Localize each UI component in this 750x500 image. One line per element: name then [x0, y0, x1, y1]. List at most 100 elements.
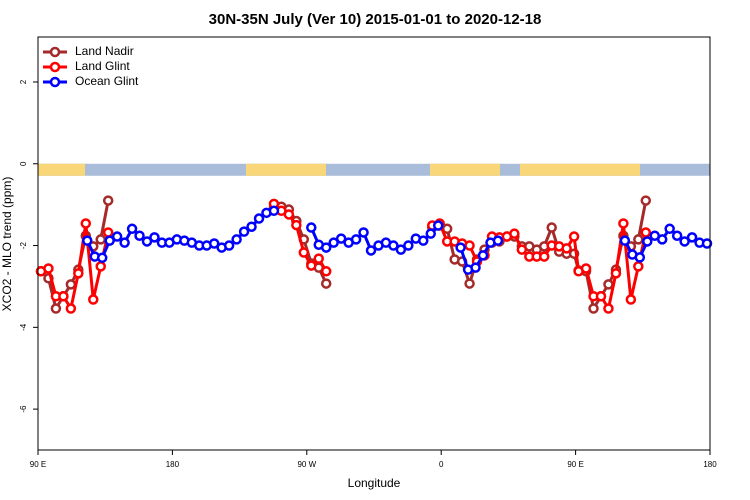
data-point: [625, 294, 637, 305]
data-point: [50, 303, 62, 314]
data-point: [246, 221, 257, 232]
data-point: [58, 290, 69, 302]
data-point: [104, 235, 115, 246]
data-point: [701, 238, 713, 249]
data-point: [335, 233, 347, 244]
data-point: [82, 235, 93, 246]
legend-label: Ocean Glint: [75, 74, 139, 88]
data-point: [633, 234, 644, 245]
x-tick-label: 90 E: [30, 460, 46, 469]
data-point: [470, 262, 481, 273]
data-point: [642, 236, 653, 247]
data-point: [134, 230, 145, 241]
y-tick-label: 2: [19, 79, 28, 84]
data-point: [328, 237, 339, 248]
legend-marker: [49, 46, 61, 58]
data-point: [546, 222, 557, 233]
x-tick-label: 90 W: [297, 460, 316, 469]
data-point: [656, 234, 668, 245]
legend-marker: [49, 76, 61, 88]
data-point: [633, 261, 644, 272]
data-point: [610, 268, 622, 279]
data-point: [80, 218, 92, 229]
data-point: [603, 303, 614, 314]
data-point: [102, 227, 114, 238]
data-point: [320, 278, 332, 289]
data-point: [603, 279, 614, 290]
data-point: [509, 228, 520, 239]
data-point: [618, 218, 629, 229]
data-point: [88, 294, 99, 305]
land-strip: [38, 163, 85, 176]
land-strip: [520, 163, 640, 176]
data-point: [119, 237, 130, 248]
legend-label: Land Nadir: [75, 44, 134, 58]
data-point: [320, 242, 332, 253]
data-point: [73, 268, 84, 279]
y-tick-label: -2: [19, 241, 28, 249]
data-point: [43, 263, 54, 274]
data-point: [102, 195, 114, 206]
data-point: [96, 252, 108, 264]
data-point: [640, 227, 652, 238]
plot-frame: [37, 36, 711, 451]
y-axis-label: XCO2 - MLO trend (ppm): [0, 177, 14, 312]
data-point: [686, 232, 698, 243]
data-point: [231, 234, 242, 245]
data-point: [418, 235, 429, 246]
data-point: [223, 240, 235, 251]
x-tick-label: 180: [166, 460, 180, 469]
data-point: [580, 263, 592, 274]
chart-title: 30N-35N July (Ver 10) 2015-01-01 to 2020…: [209, 11, 542, 28]
data-point: [268, 205, 280, 217]
data-point: [320, 266, 332, 277]
data-point: [634, 252, 646, 263]
y-tick-label: -4: [19, 323, 28, 331]
data-point: [568, 231, 580, 242]
data-point: [149, 232, 160, 243]
data-point: [95, 234, 106, 245]
data-point: [306, 222, 317, 233]
data-point: [640, 195, 652, 206]
data-point: [671, 230, 683, 241]
data-point: [238, 226, 250, 237]
data-point: [126, 223, 138, 235]
data-point: [141, 236, 153, 247]
data-point: [477, 250, 489, 261]
data-point: [65, 279, 77, 290]
x-tick-label: 90 E: [567, 460, 583, 469]
data-point: [538, 251, 550, 262]
data-point: [455, 242, 466, 253]
land-strip: [246, 163, 326, 176]
data-point: [313, 253, 324, 264]
data-point: [65, 303, 77, 314]
y-tick-label: 0: [19, 161, 28, 166]
data-point: [298, 247, 310, 258]
legend-label: Land Glint: [75, 59, 130, 73]
data-point: [492, 235, 504, 246]
land-strip: [430, 163, 500, 176]
data-point: [588, 303, 599, 314]
data-point: [358, 227, 369, 238]
data-point: [561, 243, 572, 254]
data-point: [664, 223, 675, 235]
x-tick-label: 180: [703, 460, 717, 469]
data-point: [395, 244, 407, 255]
data-point: [306, 260, 317, 271]
data-point: [619, 235, 631, 246]
data-point: [595, 290, 607, 302]
series-line: [40, 202, 648, 311]
data-point: [283, 209, 295, 220]
data-point: [432, 220, 444, 231]
data-point: [464, 240, 475, 251]
data-point: [388, 240, 399, 251]
data-point: [679, 236, 690, 247]
x-tick-label: 0: [439, 460, 444, 469]
data-point: [111, 231, 123, 242]
data-point: [291, 219, 302, 231]
data-point: [516, 244, 528, 255]
data-point: [350, 234, 362, 245]
legend-marker: [49, 61, 61, 73]
data-point: [365, 245, 377, 256]
